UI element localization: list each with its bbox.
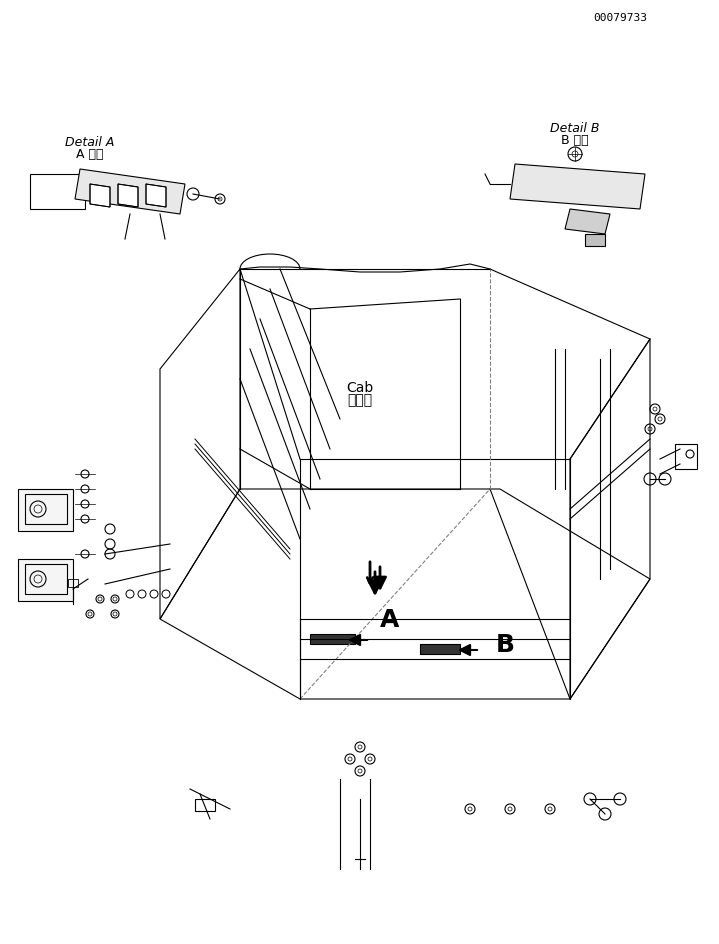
Bar <box>585 235 605 246</box>
Polygon shape <box>90 185 110 208</box>
Bar <box>30 175 85 210</box>
Polygon shape <box>310 634 355 645</box>
Polygon shape <box>75 170 185 215</box>
Text: Detail A: Detail A <box>65 136 115 149</box>
Polygon shape <box>565 210 610 235</box>
Polygon shape <box>420 645 460 654</box>
Bar <box>195 800 215 811</box>
Bar <box>25 565 67 595</box>
Polygon shape <box>146 185 166 208</box>
Bar <box>18 560 73 601</box>
Text: A: A <box>380 607 400 632</box>
Bar <box>675 445 697 469</box>
Text: Detail B: Detail B <box>550 122 600 134</box>
Text: Cab: Cab <box>347 380 374 395</box>
Text: A 詳細: A 詳細 <box>76 148 104 161</box>
Text: キャブ: キャブ <box>347 393 372 407</box>
Bar <box>68 580 78 587</box>
Polygon shape <box>118 185 138 208</box>
Text: 00079733: 00079733 <box>593 13 647 23</box>
Text: B 詳細: B 詳細 <box>562 133 589 146</box>
Polygon shape <box>510 165 645 210</box>
Text: B: B <box>495 632 515 656</box>
Bar <box>18 490 73 531</box>
Bar <box>25 495 67 525</box>
